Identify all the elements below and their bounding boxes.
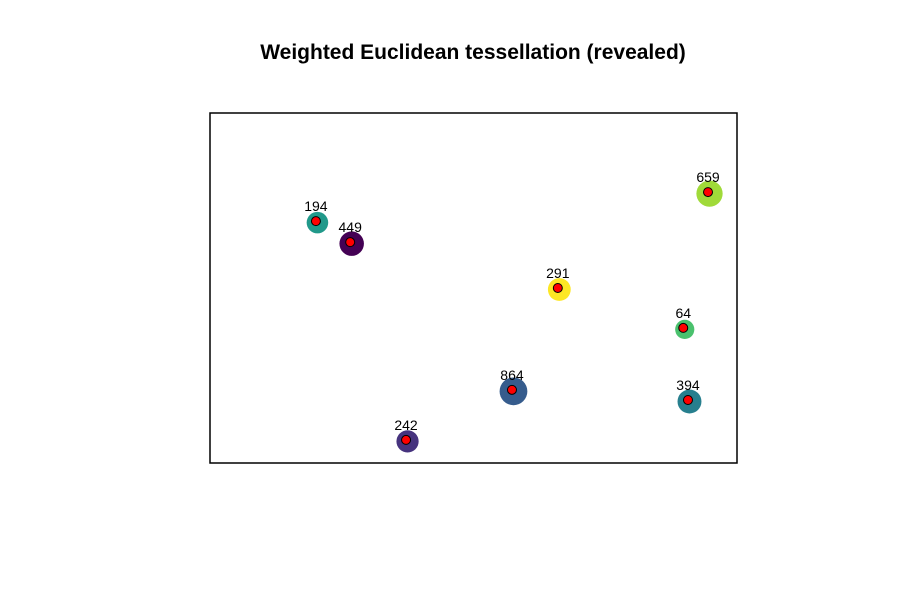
site-point-659 (703, 187, 714, 198)
point-label: 659 (696, 169, 720, 185)
site-point-394 (682, 395, 693, 405)
plot-frame (209, 112, 738, 464)
point-label: 394 (676, 377, 700, 393)
point-label: 64 (675, 305, 691, 321)
plot-marks: 194 449 659 291 64 864 394 242 (304, 169, 723, 453)
point-label: 291 (546, 265, 570, 281)
point-label: 242 (394, 417, 418, 433)
point-label: 449 (339, 219, 363, 235)
site-point-64 (678, 322, 689, 333)
chart-title: Weighted Euclidean tessellation (reveale… (260, 41, 686, 64)
point-label: 864 (500, 367, 524, 383)
site-point-291 (552, 283, 563, 293)
site-point-449 (345, 237, 356, 248)
site-point-864 (506, 384, 517, 395)
point-label: 194 (304, 198, 328, 214)
site-point-242 (401, 434, 412, 445)
site-point-194 (310, 216, 321, 227)
